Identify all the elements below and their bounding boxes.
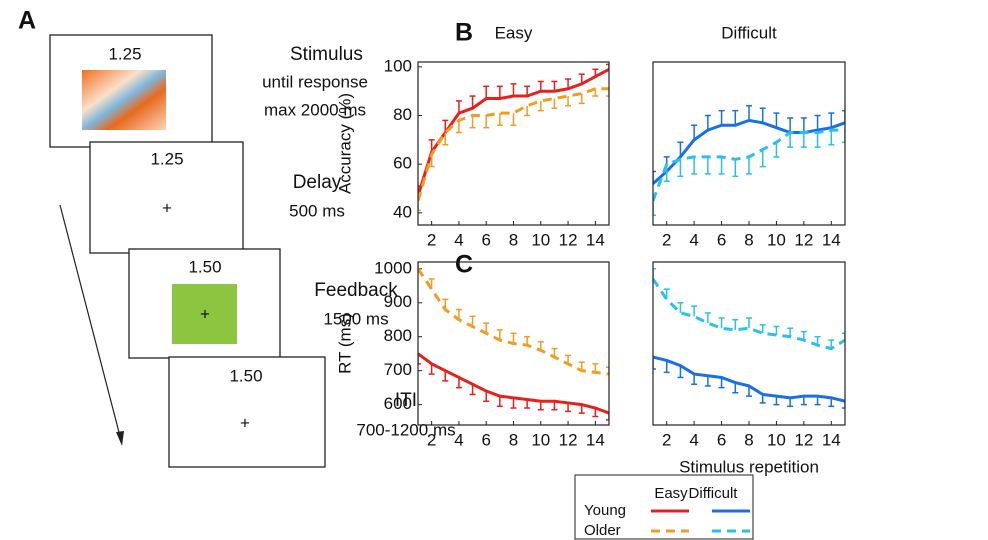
x-tick-label: 10 bbox=[531, 230, 550, 249]
fixation-cross: + bbox=[200, 304, 210, 323]
y-tick-label: 600 bbox=[384, 394, 412, 413]
x-tick-label: 10 bbox=[531, 430, 550, 449]
y-tick-label: 60 bbox=[393, 154, 412, 173]
panel-label: B bbox=[455, 19, 473, 47]
x-tick-label: 4 bbox=[454, 230, 463, 249]
feedback-square bbox=[172, 284, 237, 344]
legend-row: Young bbox=[584, 502, 626, 519]
y-tick-label: 1000 bbox=[374, 258, 412, 277]
fixation-cross: + bbox=[240, 413, 250, 432]
series bbox=[653, 268, 845, 351]
y-tick-label: 800 bbox=[384, 326, 412, 345]
screen-label: ITI bbox=[395, 390, 417, 411]
x-tick-label: 8 bbox=[744, 430, 753, 449]
x-tick-label: 10 bbox=[767, 430, 786, 449]
x-tick-label: 14 bbox=[822, 430, 841, 449]
x-tick-label: 12 bbox=[559, 430, 578, 449]
x-tick-label: 6 bbox=[481, 230, 490, 249]
screen-number: 1.50 bbox=[229, 366, 262, 385]
plot-frame bbox=[652, 61, 846, 226]
legend-row: Older bbox=[584, 522, 621, 539]
arrow-head bbox=[116, 431, 124, 446]
legend-lines bbox=[651, 509, 750, 533]
series bbox=[653, 128, 845, 217]
legend-column: Difficult bbox=[689, 485, 739, 502]
x-tick-label: 4 bbox=[689, 230, 698, 249]
series bbox=[418, 262, 609, 376]
x-tick-label: 6 bbox=[481, 430, 490, 449]
x-tick-label: 4 bbox=[689, 430, 698, 449]
series-line bbox=[653, 278, 845, 351]
x-tick-label: 14 bbox=[586, 230, 605, 249]
legend bbox=[574, 474, 754, 540]
y-tick-label: 40 bbox=[393, 202, 412, 221]
y-axis-label: RT (ms) bbox=[335, 313, 354, 374]
series-line bbox=[653, 118, 845, 185]
y-tick-label: 700 bbox=[384, 360, 412, 379]
series bbox=[418, 63, 609, 197]
x-tick-label: 6 bbox=[717, 430, 726, 449]
series-line bbox=[418, 352, 609, 415]
x-tick-label: 2 bbox=[662, 430, 671, 449]
series bbox=[418, 352, 609, 421]
screen-label: Delay bbox=[293, 172, 342, 193]
panel-label: A bbox=[18, 7, 36, 35]
series-line bbox=[418, 267, 609, 376]
chart-title: Easy bbox=[495, 23, 533, 42]
plot-frame bbox=[417, 261, 610, 426]
x-tick-label: 14 bbox=[586, 430, 605, 449]
x-tick-label: 8 bbox=[509, 430, 518, 449]
chart-title: Difficult bbox=[721, 23, 777, 42]
fixation-cross: + bbox=[162, 198, 172, 217]
plot-frame bbox=[652, 261, 846, 426]
screen-detail: until response bbox=[262, 72, 368, 91]
x-tick-label: 6 bbox=[717, 230, 726, 249]
y-axis-label: Accuracy (%) bbox=[335, 93, 354, 194]
screen-number: 1.25 bbox=[150, 149, 183, 168]
x-tick-label: 8 bbox=[744, 230, 753, 249]
x-tick-label: 12 bbox=[794, 430, 813, 449]
x-tick-label: 10 bbox=[767, 230, 786, 249]
series-line bbox=[653, 128, 845, 202]
plot-frame bbox=[417, 61, 610, 226]
y-tick-label: 900 bbox=[384, 292, 412, 311]
screen-number: 1.25 bbox=[108, 44, 141, 63]
panel-label: C bbox=[455, 251, 473, 279]
x-tick-label: 14 bbox=[822, 230, 841, 249]
legend-column: Easy bbox=[654, 485, 688, 502]
screen-detail: 1500 ms bbox=[323, 309, 388, 328]
screen bbox=[168, 356, 326, 468]
series-line bbox=[653, 355, 845, 403]
screen-number: 1.50 bbox=[188, 257, 221, 276]
screen-detail: 700-1200 ms bbox=[356, 420, 455, 439]
series bbox=[653, 105, 845, 185]
series-line bbox=[418, 87, 609, 202]
x-tick-label: 4 bbox=[454, 430, 463, 449]
x-tick-label: 8 bbox=[509, 230, 518, 249]
y-tick-label: 80 bbox=[393, 105, 412, 124]
series bbox=[418, 87, 609, 212]
x-tick-label: 2 bbox=[427, 230, 436, 249]
series-line bbox=[418, 67, 609, 197]
x-axis-label: Stimulus repetition bbox=[679, 457, 819, 476]
x-tick-label: 2 bbox=[427, 430, 436, 449]
stimulus-image bbox=[82, 70, 166, 130]
x-tick-label: 2 bbox=[662, 230, 671, 249]
screen-detail: max 2000 ms bbox=[264, 100, 366, 119]
time-arrow bbox=[59, 204, 122, 441]
x-tick-label: 12 bbox=[794, 230, 813, 249]
y-tick-label: 100 bbox=[384, 56, 412, 75]
screen-label: Stimulus bbox=[290, 44, 363, 65]
screen-detail: 500 ms bbox=[289, 201, 345, 220]
x-tick-label: 12 bbox=[559, 230, 578, 249]
series bbox=[653, 355, 845, 409]
screen-label: Feedback bbox=[314, 280, 398, 301]
